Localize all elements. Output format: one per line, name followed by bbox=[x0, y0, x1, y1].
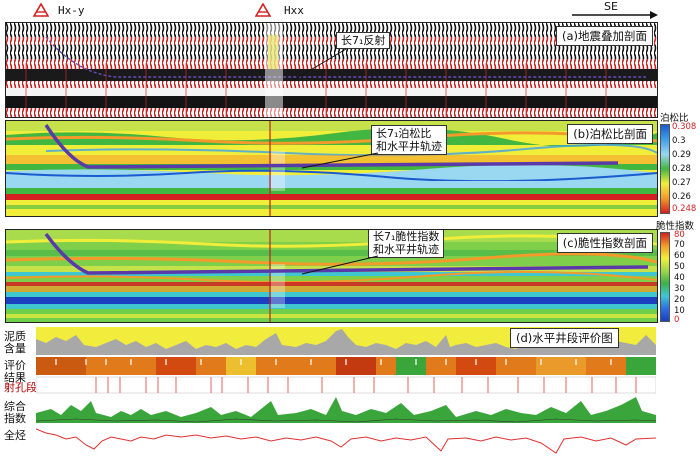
composite-index-label-line2: 指数 bbox=[4, 412, 26, 425]
panel-b-callout: 长7₁泊松比 和水平井轨迹 bbox=[371, 125, 447, 155]
brittleness-tick-7: 10 bbox=[674, 306, 685, 316]
poisson-scale: 泊松比 0.308 0.3 0.29 0.28 0.27 0.26 0.248 bbox=[660, 110, 700, 215]
panel-b-callout-line2: 和水平井轨迹 bbox=[376, 140, 442, 153]
panel-c-leader-line bbox=[301, 255, 379, 275]
panel-b-leader-line bbox=[301, 152, 379, 169]
panel-b-title: (b)泊松比剖面 bbox=[567, 124, 653, 144]
brittleness-tick-2: 60 bbox=[674, 251, 685, 261]
well-evaluation-tracks bbox=[36, 327, 656, 458]
brittleness-tick-6: 20 bbox=[674, 295, 685, 305]
brittleness-tick-4: 40 bbox=[674, 273, 685, 283]
well-hxy-icon bbox=[33, 3, 49, 17]
well-hxx-icon bbox=[255, 3, 271, 17]
brittleness-tick-3: 50 bbox=[674, 262, 685, 272]
well-hxx-label: Hxx bbox=[284, 4, 304, 17]
poisson-section-image bbox=[6, 121, 657, 216]
header: Hx-y Hxx SE bbox=[0, 0, 700, 22]
poisson-tick-2: 0.29 bbox=[672, 150, 691, 160]
poisson-tick-6: 0.248 bbox=[672, 204, 697, 214]
poisson-tick-1: 0.3 bbox=[672, 136, 686, 146]
poisson-trajectory bbox=[44, 124, 619, 169]
brittleness-scale-title: 脆性指数 bbox=[656, 221, 695, 232]
panel-a-leader-line bbox=[291, 48, 347, 82]
brittleness-tick-5: 30 bbox=[674, 284, 685, 294]
panel-c-title: (c)脆性指数剖面 bbox=[556, 233, 653, 253]
brittleness-scale-bar bbox=[660, 232, 670, 322]
brittleness-tick-0: 80 bbox=[674, 230, 685, 240]
perforation-track bbox=[36, 376, 656, 394]
panel-c-callout: 长7₁脆性指数 和水平井轨迹 bbox=[368, 230, 445, 258]
mud-content-label-line2: 含量 bbox=[4, 342, 26, 355]
brittleness-scale: 脆性指数 80 70 60 50 40 30 20 10 0 bbox=[656, 218, 700, 325]
eval-result-track bbox=[36, 357, 656, 375]
poisson-tick-0: 0.308 bbox=[672, 122, 697, 132]
seismic-section-panel: (a)地震叠加剖面 长7₁反射 bbox=[5, 22, 658, 118]
panel-c-callout-line1: 长7₁脆性指数 bbox=[373, 230, 440, 243]
brittleness-trajectory bbox=[44, 232, 649, 275]
brittleness-section-panel: (c)脆性指数剖面 长7₁脆性指数 和水平井轨迹 bbox=[5, 229, 658, 323]
poisson-tick-4: 0.27 bbox=[672, 178, 691, 188]
brittleness-tick-8: 0 bbox=[674, 315, 680, 325]
eval-result-label: 评价 结果 bbox=[4, 360, 34, 384]
poisson-tick-3: 0.28 bbox=[672, 164, 691, 174]
well-evaluation-panel: 泥质 含量 评价 结果 射孔段 综合 指数 全烃 bbox=[0, 325, 700, 460]
perforation-label: 射孔段 bbox=[4, 381, 37, 394]
brittleness-tick-1: 70 bbox=[674, 240, 685, 250]
mud-content-label: 泥质 含量 bbox=[4, 331, 34, 355]
panel-b-callout-line1: 长7₁泊松比 bbox=[376, 127, 432, 140]
panel-a-callout: 长7₁反射 bbox=[336, 32, 391, 49]
composite-index-track bbox=[36, 395, 656, 423]
eval-result-label-line1: 评价 bbox=[4, 359, 26, 372]
mud-content-label-line1: 泥质 bbox=[4, 330, 26, 343]
total-hydrocarbon-label: 全烃 bbox=[4, 429, 26, 442]
composite-index-label-line1: 综合 bbox=[4, 400, 26, 413]
poisson-scale-bar bbox=[660, 124, 670, 214]
panel-d-title: (d)水平井段评价图 bbox=[510, 328, 619, 348]
direction-label: SE bbox=[604, 0, 618, 13]
panel-c-callout-line2: 和水平井轨迹 bbox=[373, 243, 439, 256]
panel-a-title: (a)地震叠加剖面 bbox=[555, 26, 653, 46]
total-hydrocarbon-track bbox=[36, 425, 656, 458]
brittleness-section-image bbox=[6, 230, 657, 322]
composite-index-label: 综合 指数 bbox=[4, 401, 34, 425]
direction-arrow-icon bbox=[572, 11, 658, 19]
seismic-section-image bbox=[6, 23, 657, 117]
eval-result-label-line2: 结果 bbox=[4, 371, 26, 384]
poisson-scale-title: 泊松比 bbox=[660, 113, 689, 124]
poisson-section-panel: (b)泊松比剖面 长7₁泊松比 和水平井轨迹 bbox=[5, 120, 658, 217]
poisson-tick-5: 0.26 bbox=[672, 192, 691, 202]
well-hxy-label: Hx-y bbox=[58, 4, 85, 17]
